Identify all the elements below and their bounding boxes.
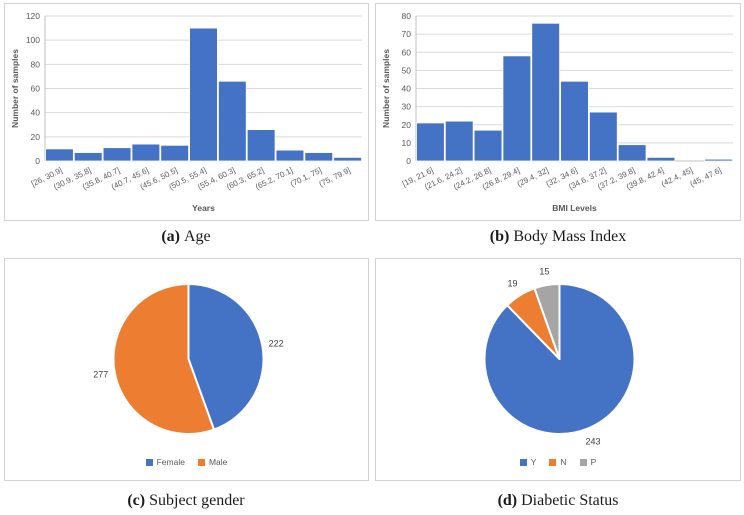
caption-age: (a) Age — [0, 224, 372, 250]
y-tick-label: 60 — [402, 47, 412, 57]
histogram-bar — [646, 156, 676, 162]
legend-label: Y — [530, 457, 537, 467]
histogram-bar — [531, 22, 560, 162]
histogram-bar — [246, 129, 276, 162]
x-category-label: (70.1, 75] — [289, 166, 323, 189]
x-category-label: (29.4, 32] — [516, 166, 550, 189]
y-tick-label: 60 — [31, 84, 41, 94]
pie-data-label: 243 — [585, 437, 600, 447]
x-category-label: (75, 79.9] — [318, 166, 352, 189]
y-tick-label: 20 — [31, 132, 41, 142]
histogram-bar — [131, 143, 161, 162]
pie-slice-female — [187, 283, 265, 431]
caption-bmi-text: Body Mass Index — [513, 228, 627, 245]
legend-item-male: Male — [197, 457, 228, 467]
y-tick-label: 40 — [402, 84, 412, 94]
legend-item-female: Female — [145, 457, 185, 467]
legend-label: P — [590, 457, 597, 467]
histogram-bar — [617, 144, 647, 162]
legend-item-n: N — [549, 457, 567, 467]
histogram-bar — [45, 148, 74, 162]
pie-slice-p — [533, 283, 561, 360]
legend-swatch-icon — [519, 458, 527, 466]
x-axis-title: Years — [192, 203, 215, 213]
panel-diabetic-pie: 243 19 15 Y N P — [375, 258, 741, 481]
legend-label: Female — [156, 457, 185, 467]
y-tick-label: 80 — [31, 59, 41, 69]
x-axis-title: BMI Levels — [552, 203, 597, 213]
legend-swatch-icon — [197, 458, 205, 466]
y-tick-label: 10 — [402, 138, 412, 148]
histogram-bar — [416, 122, 445, 162]
caption-gender-label: (c) — [127, 492, 146, 509]
gender-legend: Female Male — [5, 457, 368, 467]
y-tick-label: 100 — [26, 35, 40, 45]
histogram-bar — [160, 144, 189, 162]
legend-item-p: P — [579, 457, 597, 467]
legend-label: N — [560, 457, 567, 467]
histogram-bar — [304, 152, 334, 162]
histogram-bar — [333, 156, 362, 162]
histogram-bar — [73, 152, 103, 162]
histogram-bar — [502, 55, 532, 162]
legend-swatch-icon — [579, 458, 587, 466]
caption-diabetic-label: (d) — [497, 492, 518, 509]
caption-bmi-label: (b) — [489, 228, 510, 245]
histogram-bar — [444, 120, 474, 162]
pie-data-label: 277 — [93, 369, 108, 379]
caption-diabetic-text: Diabetic Status — [521, 492, 619, 509]
legend-label: Male — [208, 457, 228, 467]
panel-age-histogram: 0 20 40 60 80 100 120 [26, 30.9] (30.9, 35.8] (35… — [4, 3, 369, 221]
y-tick-label: 40 — [31, 108, 41, 118]
y-tick-label: 120 — [26, 11, 40, 21]
y-tick-label: 0 — [35, 156, 40, 166]
caption-age-label: (a) — [161, 228, 180, 245]
x-category-label: (45, 47.6] — [689, 166, 723, 189]
panel-gender-pie: 222 277 Female Male — [4, 258, 369, 481]
gender-pie-chart: 222 277 — [93, 283, 284, 435]
caption-age-text: Age — [184, 228, 211, 245]
y-tick-label: 50 — [402, 65, 412, 75]
x-category-label: (42.4, 45] — [660, 166, 694, 189]
diabetic-pie-chart: 243 19 15 — [483, 266, 636, 447]
histogram-bar — [560, 80, 589, 162]
histogram-bar — [473, 129, 503, 162]
panel-bmi-histogram: 0 10 20 30 40 50 60 70 80 [19, 21.6] (21.6, 24.2](… — [375, 3, 741, 221]
caption-gender-text: Subject gender — [149, 492, 245, 509]
caption-diabetic: (d) Diabetic Status — [372, 488, 744, 514]
caption-bmi: (b) Body Mass Index — [372, 224, 744, 250]
histogram-bar — [189, 27, 218, 162]
histogram-bar — [704, 158, 733, 162]
pie-data-label: 19 — [507, 278, 517, 288]
histogram-bar — [589, 111, 618, 162]
histogram-bar — [275, 149, 305, 162]
pie-data-label: 222 — [269, 339, 284, 349]
y-tick-label: 80 — [402, 11, 412, 21]
y-tick-label: 0 — [406, 156, 411, 166]
pie-data-label: 15 — [539, 266, 549, 276]
histogram-bar — [102, 147, 132, 162]
caption-gender: (c) Subject gender — [0, 488, 372, 514]
y-axis-title: Number of samples — [381, 49, 391, 128]
y-tick-label: 20 — [402, 120, 412, 130]
y-tick-label: 30 — [402, 102, 412, 112]
y-tick-label: 70 — [402, 29, 412, 39]
legend-item-y: Y — [519, 457, 537, 467]
histogram-bar — [218, 80, 247, 162]
y-axis-title: Number of samples — [10, 49, 20, 128]
legend-swatch-icon — [549, 458, 557, 466]
legend-swatch-icon — [145, 458, 153, 466]
pie-slice-male — [112, 283, 215, 435]
